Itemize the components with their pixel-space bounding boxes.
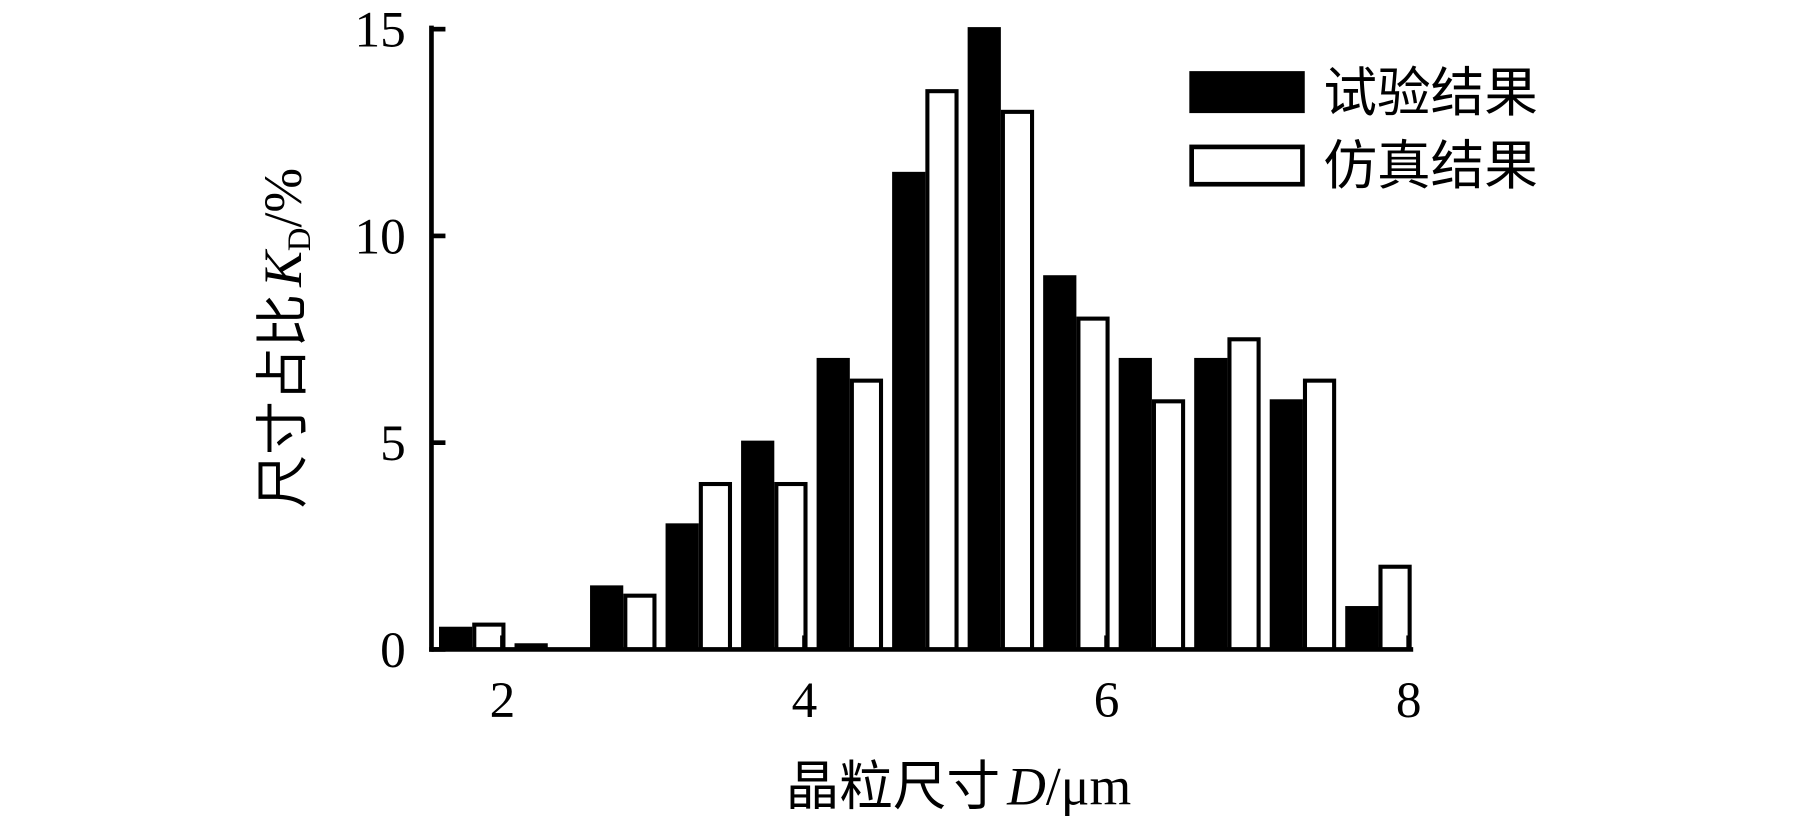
bar — [849, 378, 884, 652]
bar — [698, 481, 733, 652]
bar — [1043, 275, 1077, 652]
x-label-var: D — [1006, 757, 1046, 817]
bar — [439, 626, 473, 652]
legend-label: 仿真结果 — [1323, 136, 1538, 196]
bar — [741, 440, 775, 652]
bar — [1378, 564, 1412, 652]
x-label-text: 晶粒尺寸 — [786, 757, 1001, 817]
bar — [925, 89, 959, 652]
legend-swatch — [1189, 144, 1305, 187]
x-tick-label: 8 — [1396, 672, 1422, 729]
y-label-var: K — [253, 248, 313, 288]
y-label-text: 尺寸占比 — [253, 294, 313, 509]
y-label-sub: D — [282, 227, 318, 251]
x-tick-label: 4 — [792, 672, 818, 729]
x-tick-label: 6 — [1094, 672, 1120, 729]
bar — [1000, 109, 1035, 652]
legend-label: 试验结果 — [1323, 63, 1538, 123]
bar — [590, 585, 624, 652]
bar — [1302, 378, 1337, 652]
legend-swatch — [1189, 71, 1305, 114]
bar — [1269, 399, 1303, 652]
bar — [967, 27, 1001, 652]
x-tick-label: 2 — [490, 672, 516, 729]
bar — [1151, 399, 1186, 652]
x-axis-label: 晶粒尺寸 D/μm — [786, 757, 1132, 817]
bar — [1076, 316, 1110, 652]
bar — [623, 593, 657, 652]
bar — [472, 622, 506, 652]
bar — [892, 171, 926, 652]
bar — [1345, 606, 1379, 652]
y-tick-label: 15 — [355, 2, 406, 59]
bar — [1118, 357, 1152, 652]
bar — [1227, 337, 1261, 652]
bar — [665, 523, 699, 652]
bar — [816, 357, 850, 652]
y-tick-label: 10 — [355, 208, 406, 265]
x-label-unit: /μm — [1046, 757, 1131, 817]
bar — [1194, 357, 1228, 652]
y-tick-label: 0 — [380, 622, 406, 679]
bar — [774, 481, 808, 652]
y-tick-label: 5 — [380, 415, 406, 472]
y-axis-label: 尺寸占比 KD/% — [253, 168, 318, 508]
y-label-unit: /% — [253, 168, 313, 228]
